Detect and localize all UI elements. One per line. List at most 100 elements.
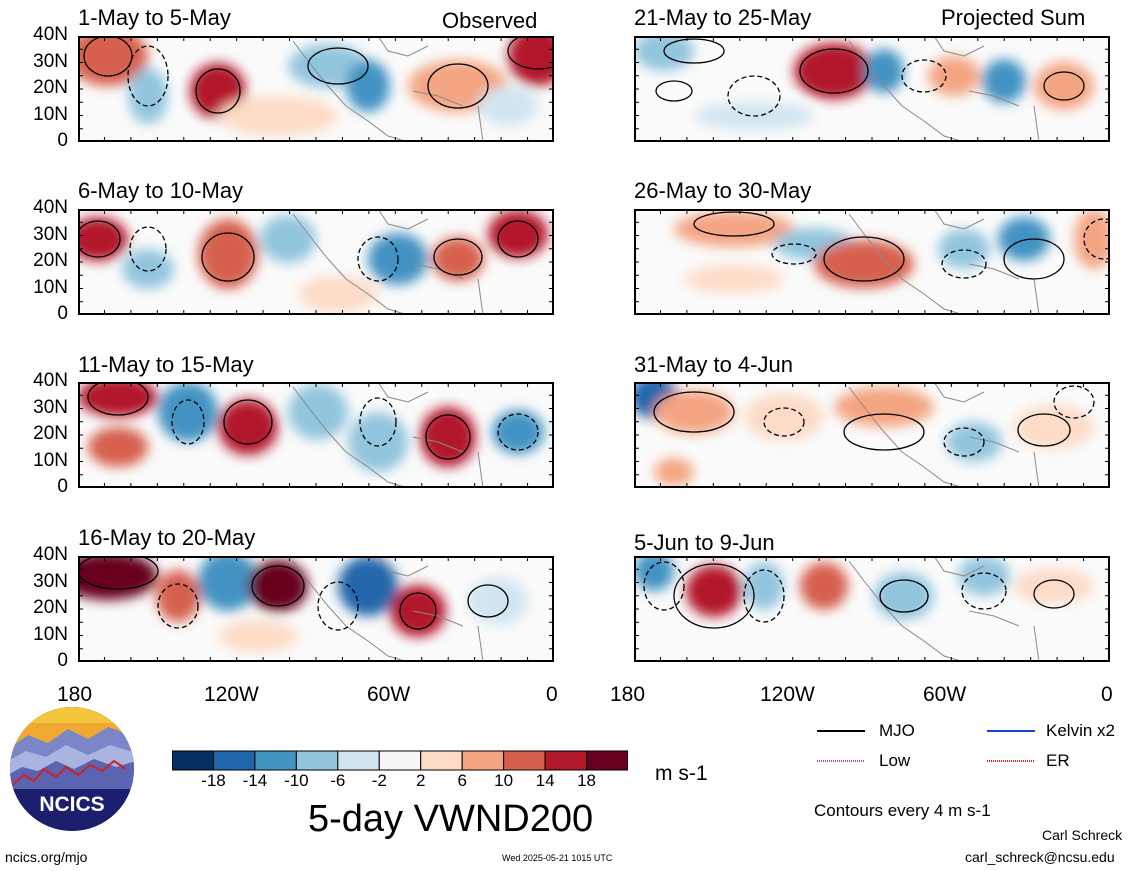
anomaly-blob	[654, 458, 694, 486]
anomaly-blob	[128, 68, 168, 124]
lat-label: 30N	[33, 50, 68, 72]
colorbar-tick-label: 2	[415, 771, 426, 790]
anomaly-blob	[260, 215, 316, 263]
mjo-contour-positive	[307, 47, 369, 85]
mjo-contour-negative	[961, 572, 1007, 610]
anomaly-blob	[982, 59, 1026, 103]
lat-label: 10N	[33, 449, 68, 471]
anomaly-blob	[998, 217, 1050, 261]
coastline	[292, 556, 484, 662]
lat-label: 10N	[33, 623, 68, 645]
mjo-contour-positive	[87, 382, 149, 416]
anomaly-blob	[834, 387, 934, 427]
lat-label: 0	[57, 476, 68, 497]
anomaly-blob	[88, 427, 148, 467]
legend-lines-left	[817, 730, 865, 762]
anomaly-blob	[338, 556, 398, 616]
colorbar-swatch	[420, 750, 463, 771]
anomaly-blob	[674, 211, 794, 247]
legend-lines-right	[987, 730, 1035, 762]
panel-frame	[634, 382, 1110, 488]
lat-label: 40N	[33, 544, 68, 565]
panel-title-6: 26-May to 30-May	[634, 178, 812, 203]
anomaly-blob	[298, 276, 378, 312]
colorbar-tick-label: -6	[330, 771, 346, 790]
anomaly-blob	[946, 422, 1002, 462]
mjo-contour-negative	[129, 226, 167, 272]
mjo-contour-positive	[843, 413, 925, 451]
anomaly-blob	[348, 412, 408, 472]
anomaly-blob	[288, 384, 348, 440]
mjo-contour-negative	[743, 569, 785, 623]
lon-label-60w-right: 60W	[923, 683, 967, 706]
mjo-contour-positive	[1017, 413, 1071, 447]
mjo-contour-positive	[1043, 71, 1085, 101]
coastline	[848, 36, 1040, 142]
colorbar-swatch	[172, 750, 214, 771]
colorbar-tick-label: 6	[457, 771, 467, 790]
timestamp: Wed 2025-05-21 1015 UTC	[502, 853, 613, 863]
colorbar-swatch	[503, 750, 546, 771]
logo-text: NCICS	[39, 793, 104, 816]
anomaly-blob	[958, 556, 1010, 596]
anomaly-blob	[488, 210, 548, 258]
lat-label: 40N	[33, 197, 68, 218]
anomaly-blob	[432, 237, 484, 281]
anomaly-blob	[158, 382, 218, 442]
mjo-contour-positive	[673, 563, 755, 629]
colorbar-swatch	[378, 750, 422, 771]
author: Carl Schreck	[1042, 827, 1123, 843]
mjo-contour-positive	[223, 399, 273, 445]
coastline	[292, 36, 484, 142]
colorbar-tick-label: -14	[242, 771, 268, 790]
website[interactable]: ncics.org/mjo	[5, 849, 88, 865]
colorbar-tick-label: -10	[284, 771, 309, 790]
observed-label: Observed	[442, 8, 538, 33]
panel-frame	[78, 36, 554, 142]
mjo-contour-positive	[507, 36, 554, 70]
mjo-contour-positive	[799, 48, 869, 94]
legend-mjo: MJO	[879, 721, 915, 740]
email[interactable]: carl_schreck@ncsu.edu	[965, 849, 1115, 865]
mjo-contour-positive	[425, 414, 471, 460]
lon-label-180-right: 180	[610, 683, 646, 706]
anomaly-blob	[864, 49, 904, 93]
mjo-contour-positive	[663, 38, 725, 64]
lat-label: 0	[57, 303, 68, 324]
legend-kelvin: Kelvin x2	[1046, 721, 1115, 740]
lon-label-120w-left: 120W	[204, 683, 259, 706]
coastline	[292, 382, 484, 488]
ncics-logo: NCICS	[10, 707, 134, 831]
mjo-contour-positive	[1033, 579, 1075, 609]
mjo-contour-positive	[201, 232, 255, 282]
panel-frame	[78, 382, 554, 488]
mjo-contour-positive	[879, 579, 929, 613]
panel-title-5: 21-May to 25-May	[634, 5, 812, 30]
mjo-contour-positive	[78, 220, 121, 258]
lon-label-0-right: 0	[1101, 683, 1113, 706]
anomaly-blob	[78, 556, 158, 600]
mjo-contour-positive	[823, 236, 905, 282]
panel-frame	[78, 209, 554, 315]
colorbar-swatch	[254, 750, 297, 771]
panel-title-3: 11-May to 15-May	[78, 352, 254, 377]
anomaly-blob	[78, 382, 158, 417]
lat-label: 20N	[33, 77, 68, 98]
map-panel-4	[78, 556, 554, 662]
anomaly-blob	[800, 562, 848, 610]
panel-title-8: 5-Jun to 9-Jun	[634, 530, 775, 555]
lat-label: 40N	[33, 370, 68, 391]
panel-frame	[634, 209, 1110, 315]
anomaly-blob	[744, 393, 824, 441]
map-panel-3	[78, 382, 554, 488]
mjo-contour-negative	[497, 413, 539, 451]
projected-sum-label: Projected Sum	[941, 5, 1086, 30]
mjo-contour-positive	[497, 220, 539, 258]
mjo-contour-positive	[195, 68, 241, 114]
units-label: m s-1	[655, 762, 708, 785]
map-panel-1	[78, 36, 554, 142]
map-panel-7	[634, 382, 1110, 488]
map-panel-8	[634, 556, 1110, 662]
panel-frame	[78, 556, 554, 662]
anomaly-blob	[478, 86, 538, 126]
